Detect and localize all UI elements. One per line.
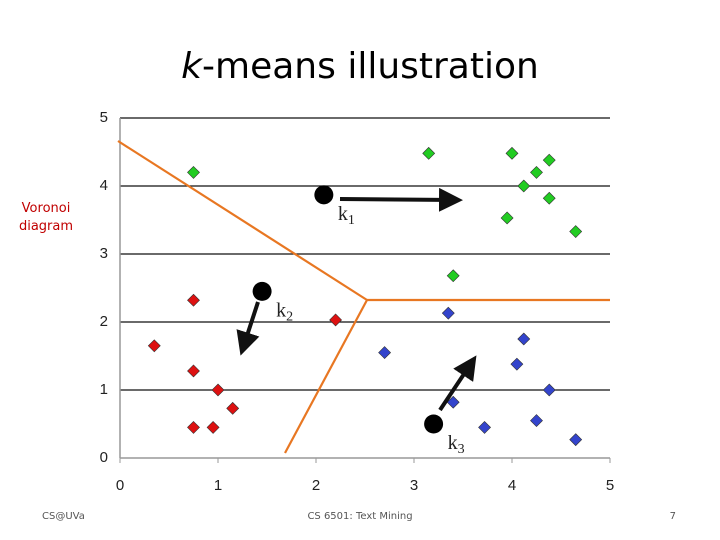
y-tick-label: 2 — [100, 313, 108, 330]
y-tick-label: 4 — [100, 177, 108, 194]
centroid-label: k2 — [276, 299, 293, 325]
data-point — [530, 165, 543, 179]
slide-title: k-means illustration — [181, 46, 539, 87]
data-point — [441, 306, 455, 320]
centroid-letter: k — [338, 202, 348, 224]
x-tick-label: 1 — [214, 477, 222, 494]
plot-area: 0 1 2 3 4 5 0 1 2 3 4 5 — [100, 109, 615, 494]
arrow — [339, 187, 463, 212]
data-point — [500, 211, 514, 225]
y-tick-label: 1 — [100, 381, 108, 398]
data-point — [542, 153, 556, 167]
data-point — [446, 269, 460, 283]
page-number: 7 — [670, 511, 676, 522]
data-point — [542, 383, 556, 397]
data-point — [147, 339, 161, 353]
x-tick-label: 3 — [410, 477, 418, 494]
centroid-label: k3 — [448, 432, 465, 458]
data-point — [329, 313, 343, 327]
y-tick-label: 5 — [100, 109, 108, 126]
voronoi-edge — [284, 299, 368, 454]
data-point — [569, 433, 583, 447]
y-tick-label: 0 — [100, 449, 108, 466]
data-point — [187, 293, 200, 307]
x-tick-label: 0 — [116, 477, 124, 494]
centroid — [314, 185, 334, 205]
x-tick-label: 2 — [312, 477, 320, 494]
centroid-subscript: 3 — [458, 442, 465, 457]
footer-left: CS@UVa — [42, 511, 85, 522]
data-point — [422, 146, 436, 160]
centroid-letter: k — [448, 432, 458, 454]
centroid-subscript: 1 — [348, 213, 355, 228]
data-point — [517, 332, 531, 346]
footer-center: CS 6501: Text Mining — [307, 511, 412, 522]
data-point — [505, 146, 519, 160]
data-point — [530, 414, 543, 428]
data-point — [211, 383, 225, 397]
side-annotation: Voronoi diagram — [18, 201, 74, 234]
arrows — [236, 187, 477, 412]
voronoi — [117, 140, 610, 454]
data-point — [206, 420, 220, 434]
data-point — [517, 179, 531, 193]
data-point — [478, 420, 491, 434]
centroid-subscript: 2 — [286, 310, 293, 325]
voronoi-edge — [117, 140, 368, 301]
x-tick-label: 5 — [606, 477, 614, 494]
centroid-letter: k — [276, 299, 286, 321]
data-point — [569, 225, 583, 238]
x-tick-label: 4 — [508, 477, 516, 494]
centroid — [252, 281, 272, 301]
centroid-label: k1 — [338, 202, 355, 228]
data-point — [187, 420, 200, 434]
y-tick-label: 3 — [100, 245, 108, 262]
title-rest: -means illustration — [202, 46, 539, 87]
arrow — [438, 355, 477, 412]
title-prefix: k — [181, 46, 204, 87]
data-point — [378, 346, 392, 360]
arrow — [236, 301, 260, 356]
data-point — [510, 357, 524, 371]
data-point — [187, 364, 200, 378]
data-point — [187, 165, 200, 179]
data-point — [226, 401, 240, 415]
centroid — [424, 414, 444, 434]
data-point — [542, 191, 556, 205]
data-point — [446, 395, 460, 409]
